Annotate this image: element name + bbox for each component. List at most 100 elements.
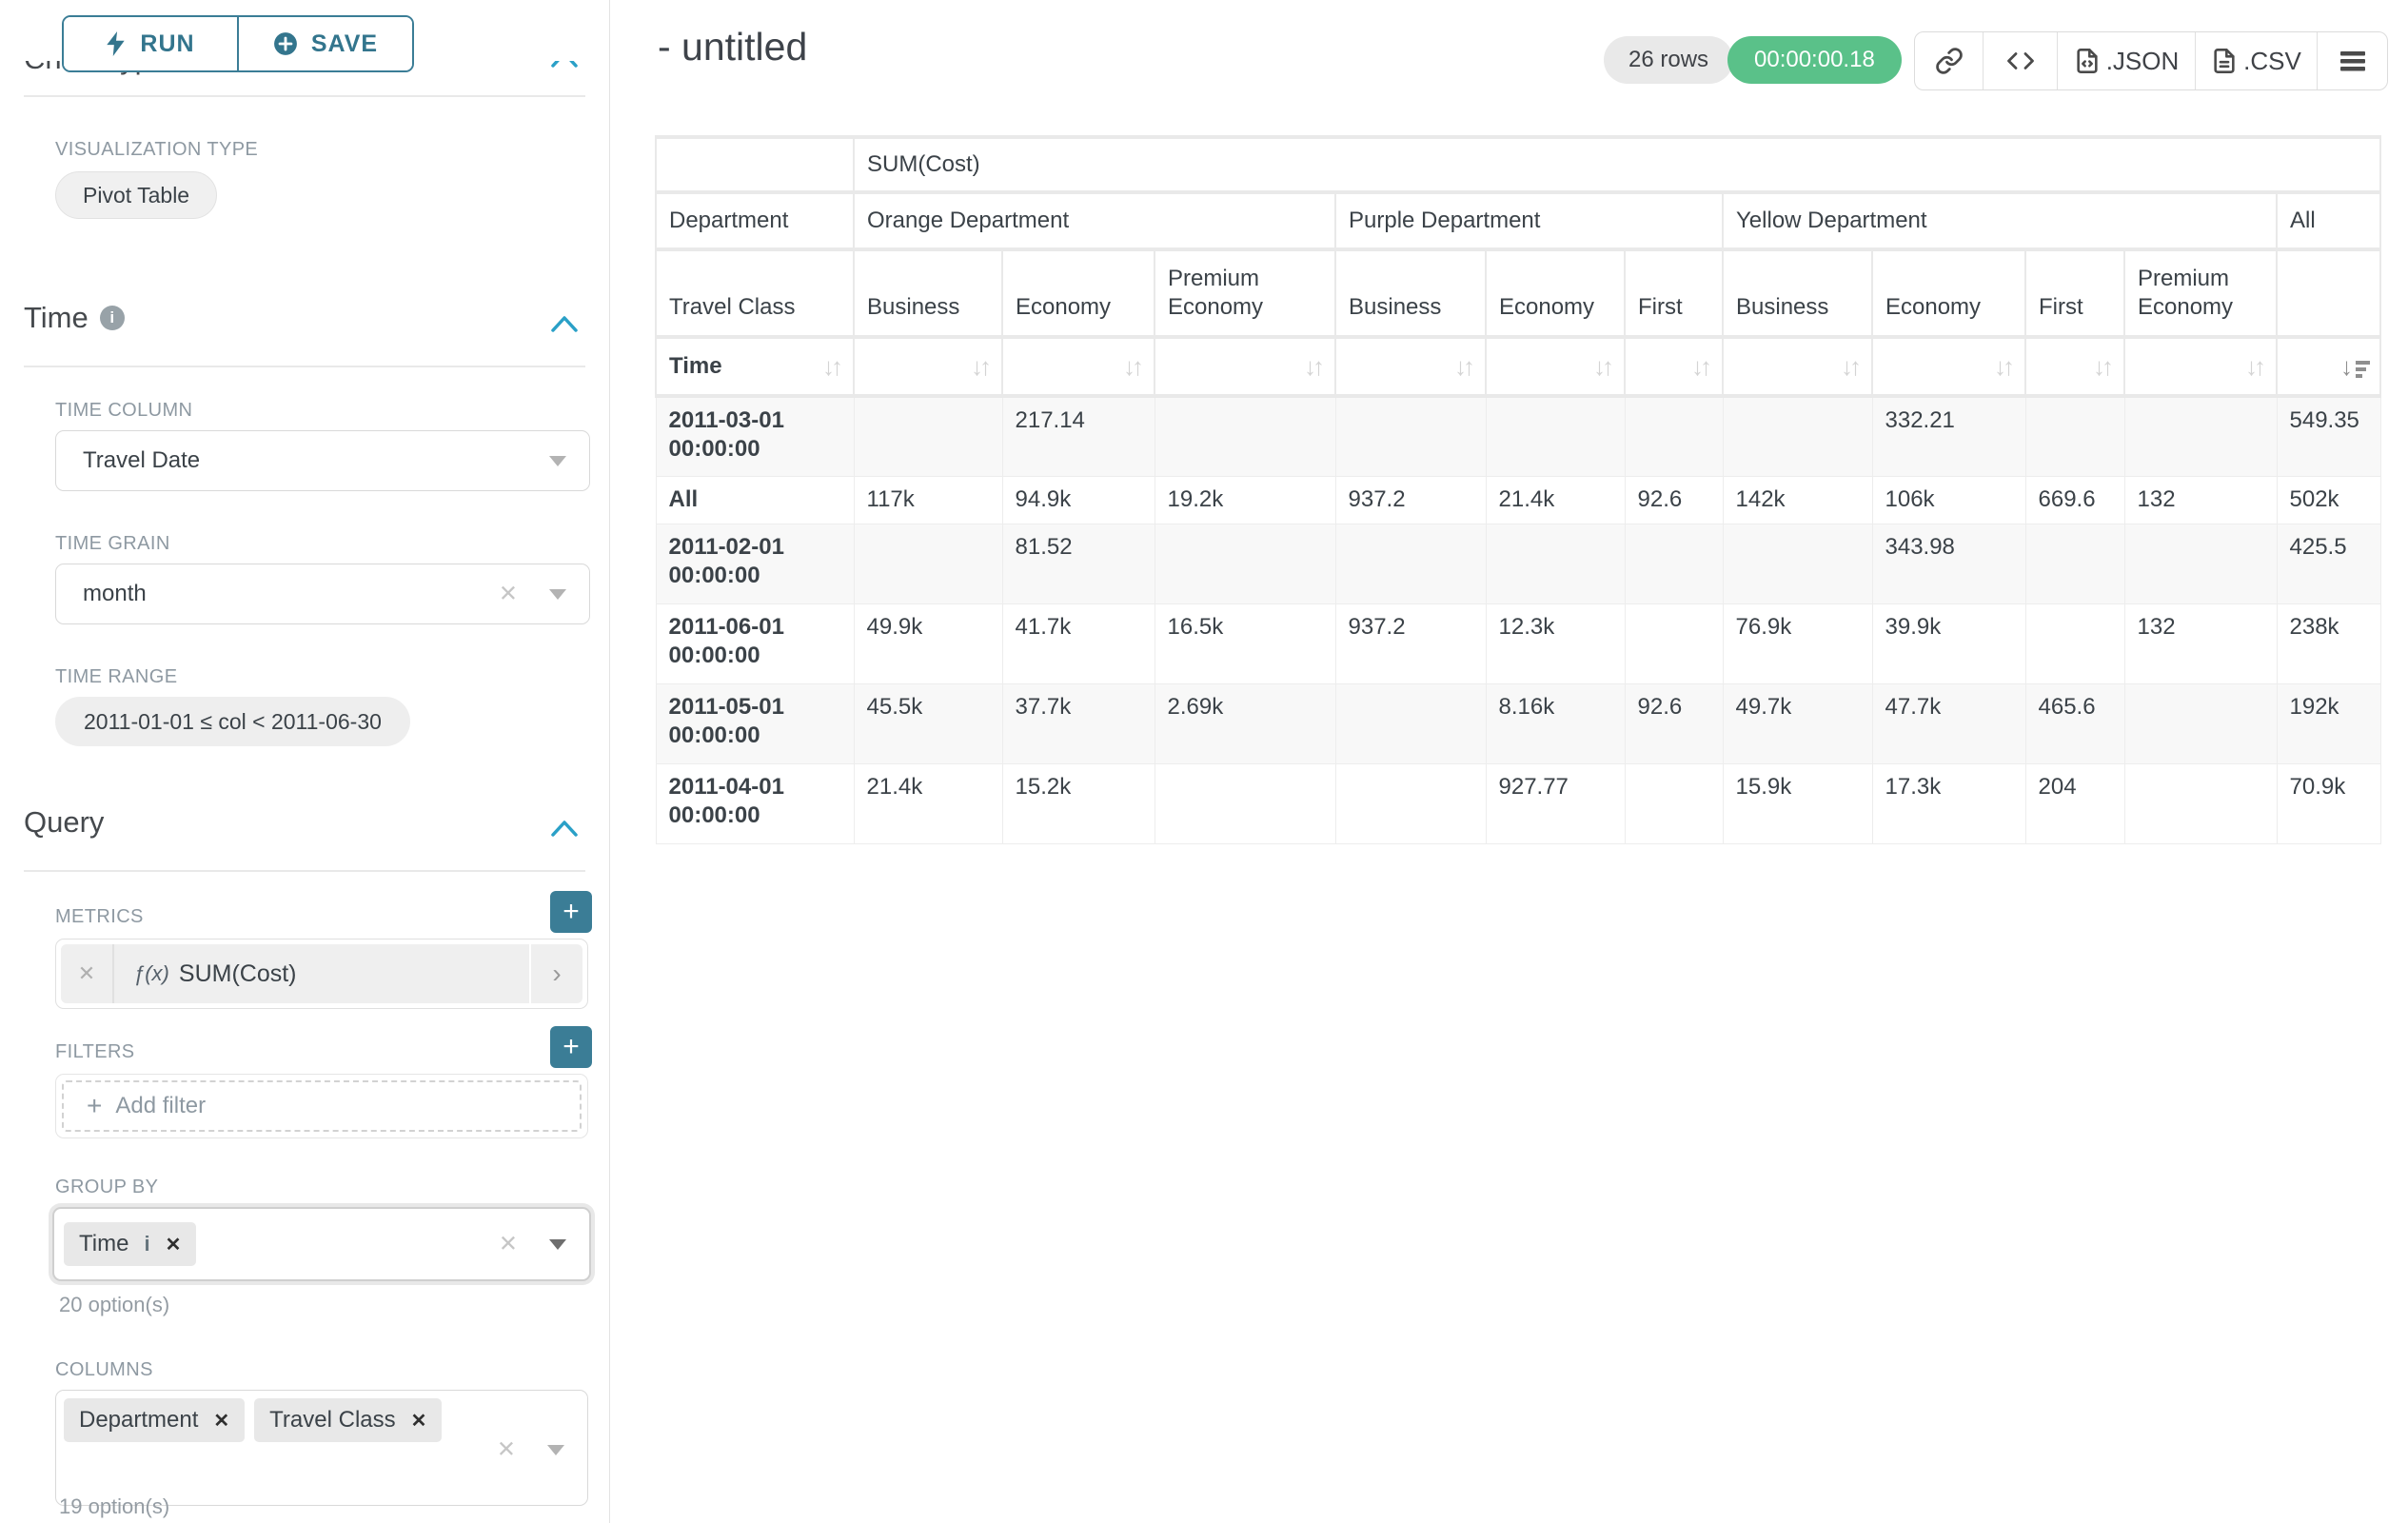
value-cell: 502k <box>2276 475 2381 524</box>
link-icon <box>1935 48 1963 74</box>
metric-header-cell: SUM(Cost) <box>853 135 2381 194</box>
columns-tag-list: Department ✕ Travel Class ✕ <box>56 1391 587 1450</box>
visualization-type-pill[interactable]: Pivot Table <box>55 171 218 219</box>
run-button-label: RUN <box>140 30 195 57</box>
time-column-label: TIME COLUMN <box>55 400 193 421</box>
sort-icon-wrap: ↓ ↑ <box>1885 352 2015 382</box>
chevron-up-icon[interactable] <box>550 819 579 838</box>
columns-select[interactable]: Department ✕ Travel Class ✕ ✕ <box>55 1390 588 1506</box>
clear-icon[interactable]: ✕ <box>498 1231 518 1257</box>
tag-label: Department <box>79 1407 199 1433</box>
sort-toggle-icon[interactable]: ↓ ↑ <box>1123 352 1144 382</box>
sort-up-arrow: ↑ <box>979 351 992 381</box>
time-range-pill[interactable]: 2011-01-01 ≤ col < 2011-06-30 <box>55 697 410 746</box>
time-label: Time <box>669 353 722 379</box>
sort-toggle-icon[interactable]: ↓ ↑ <box>1593 352 1614 382</box>
tag-remove-icon[interactable]: ✕ <box>165 1234 182 1256</box>
sort-bars <box>2356 360 2370 378</box>
tag-info-icon[interactable]: i <box>144 1232 150 1256</box>
clear-icon[interactable]: ✕ <box>496 1436 516 1463</box>
section-header-time: Time i <box>24 301 125 335</box>
header-row-time-sort: Time ↓ ↑ ↓ ↑ ↓ ↑ ↓ ↑ ↓ ↑ ↓ ↑ ↓ ↑ ↓ ↑ ↓ ↑ ↓ ↑ ↓ ↑ ↓ <box>655 335 2381 398</box>
copy-link-button[interactable] <box>1915 32 1983 89</box>
header-row-metric: SUM(Cost) <box>655 135 2381 194</box>
remove-metric-icon[interactable]: ✕ <box>61 944 114 1003</box>
value-cell <box>853 395 1003 477</box>
sort-toggle-icon[interactable]: ↓ ↑ <box>822 352 843 382</box>
value-cell: 142k <box>1722 475 1873 524</box>
sort-icon-wrap: ↓ ↑ <box>1638 352 1712 382</box>
chevron-down-icon[interactable] <box>547 1445 564 1455</box>
value-cell: 15.2k <box>1001 762 1155 844</box>
embed-code-button[interactable] <box>1983 32 2057 89</box>
info-icon[interactable]: i <box>99 306 125 330</box>
value-cell: 15.9k <box>1722 762 1873 844</box>
chevron-up-icon[interactable] <box>550 314 579 333</box>
sort-toggle-icon[interactable]: ↓ ↑ <box>1304 352 1325 382</box>
filters-control: + Add filter <box>55 1074 588 1138</box>
sort-toggle-icon[interactable]: ↓ ↑ <box>971 352 992 382</box>
chevron-right-icon[interactable]: › <box>529 944 582 1003</box>
sort-toggle-icon[interactable]: ↓ ↑ <box>2093 352 2114 382</box>
save-button[interactable]: SAVE <box>239 17 412 70</box>
time-grain-select[interactable]: month ✕ <box>55 564 590 624</box>
group-by-select[interactable]: Time i ✕ ✕ <box>52 1207 591 1281</box>
sort-toggle-icon[interactable]: ↓ ↑ <box>2245 352 2266 382</box>
chart-title[interactable]: - untitled <box>658 25 808 69</box>
sort-down-arrow: ↓ <box>971 351 983 381</box>
value-cell <box>1154 523 1336 604</box>
lightning-bolt-icon <box>107 31 126 56</box>
metrics-control: ✕ ƒ(x) SUM(Cost) › <box>55 939 588 1009</box>
value-cell: 70.9k <box>2276 762 2381 844</box>
add-filter-plus-button[interactable]: + <box>550 1026 592 1068</box>
run-button[interactable]: RUN <box>64 17 239 70</box>
corner-cell-empty <box>655 135 855 194</box>
department-row-label: Department <box>655 190 855 251</box>
value-cell <box>1334 762 1487 844</box>
sort-down-arrow: ↓ <box>2340 351 2353 381</box>
value-cell: 238k <box>2276 603 2381 684</box>
group-by-tag-time: Time i ✕ <box>64 1222 197 1266</box>
tag-remove-icon[interactable]: ✕ <box>213 1410 230 1432</box>
sort-descending-active-icon[interactable]: ↓ <box>2340 352 2370 382</box>
row-label-cell: 2011-06-01 00:00:00 <box>655 603 855 684</box>
pivot-table: SUM(Cost) Department Orange Department Purp… <box>655 135 2381 844</box>
add-filter-button[interactable]: + Add filter <box>62 1080 582 1132</box>
travel-class-header: Economy <box>1871 247 2026 339</box>
sort-icon-wrap: ↓ ↑ <box>1349 352 1475 382</box>
clear-icon[interactable]: ✕ <box>498 581 518 607</box>
sort-icon-wrap: ↓ ↑ <box>1168 352 1325 382</box>
export-csv-button[interactable]: .CSV <box>2195 32 2317 89</box>
sort-toggle-icon[interactable]: ↓ ↑ <box>1691 352 1712 382</box>
sort-toggle-icon[interactable]: ↓ ↑ <box>1994 352 2015 382</box>
add-metric-button[interactable]: + <box>550 891 592 933</box>
value-cell: 217.14 <box>1001 395 1155 477</box>
sort-toggle-icon[interactable]: ↓ ↑ <box>1454 352 1475 382</box>
sort-down-arrow: ↓ <box>1691 351 1704 381</box>
tag-remove-icon[interactable]: ✕ <box>410 1410 427 1432</box>
chevron-down-icon[interactable] <box>549 1239 566 1250</box>
sort-up-arrow: ↑ <box>2102 351 2114 381</box>
value-cell: 204 <box>2024 762 2125 844</box>
time-column-select[interactable]: Travel Date <box>55 430 590 491</box>
value-cell <box>2123 682 2278 764</box>
sort-icon-wrap: ↓ ↑ <box>867 352 992 382</box>
value-cell: 343.98 <box>1871 523 2026 604</box>
sort-down-arrow: ↓ <box>1994 351 2006 381</box>
value-cell <box>2123 762 2278 844</box>
filters-label: FILTERS <box>55 1041 135 1062</box>
value-cell: 49.7k <box>1722 682 1873 764</box>
value-cell: 37.7k <box>1001 682 1155 764</box>
sort-down-arrow: ↓ <box>1593 351 1606 381</box>
value-cell: 117k <box>853 475 1003 524</box>
metric-name: SUM(Cost) <box>178 959 297 987</box>
sort-toggle-icon[interactable]: ↓ ↑ <box>1841 352 1862 382</box>
sort-header-cell: ↓ ↑ <box>853 335 1003 398</box>
export-json-button[interactable]: .JSON <box>2057 32 2195 89</box>
value-cell: 16.5k <box>1154 603 1336 684</box>
export-json-label: .JSON <box>2105 46 2180 75</box>
value-cell: 937.2 <box>1334 603 1487 684</box>
value-cell <box>1722 395 1873 477</box>
menu-button[interactable] <box>2317 32 2387 89</box>
metric-pill[interactable]: ✕ ƒ(x) SUM(Cost) › <box>61 944 582 1003</box>
